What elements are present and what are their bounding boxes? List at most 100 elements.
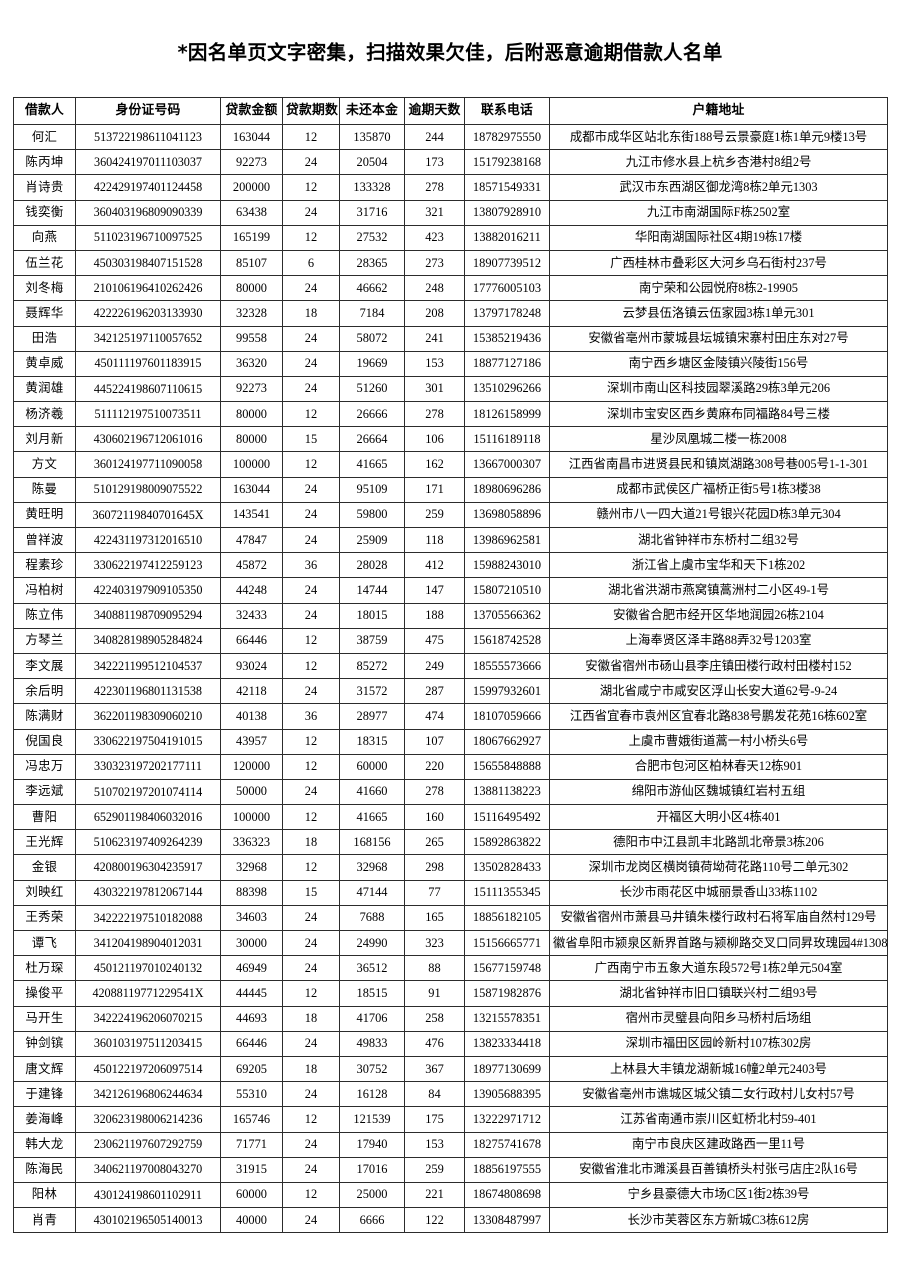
- cell-unpaid: 27532: [339, 224, 405, 251]
- table-row: 田浩 342125197110057652 99558 24 58072 241 15385…: [13, 325, 888, 352]
- table-row: 陈丙坤 360424197011103037 92273 24 20504 173 1517…: [13, 149, 888, 176]
- cell-name: 姜海峰: [13, 1106, 76, 1133]
- table-row: 钟剑镔 360103197511203415 66446 24 49833 476 1382…: [13, 1030, 888, 1057]
- cell-overdue: 367: [404, 1055, 465, 1083]
- cell-id: 340881198709095294: [75, 602, 221, 629]
- cell-unpaid: 25909: [339, 526, 405, 554]
- cell-periods: 12: [282, 980, 340, 1007]
- cell-address: 浙江省上虞市宝华和天下1栋202: [549, 552, 888, 579]
- cell-name: 黄旺明: [13, 501, 76, 529]
- cell-unpaid: 58072: [339, 325, 405, 352]
- cell-amount: 63438: [220, 199, 283, 226]
- cell-overdue: 278: [404, 401, 465, 428]
- cell-name: 何汇: [13, 123, 76, 151]
- cell-amount: 80000: [220, 401, 283, 428]
- cell-id: 450122197206097514: [75, 1055, 221, 1083]
- cell-overdue: 278: [404, 174, 465, 201]
- cell-periods: 24: [282, 929, 340, 957]
- cell-unpaid: 95109: [339, 476, 405, 503]
- column-header-address: 户籍地址: [549, 97, 888, 125]
- cell-phone: 15111355345: [464, 879, 550, 906]
- cell-phone: 13881138223: [464, 778, 550, 806]
- cell-amount: 80000: [220, 426, 283, 453]
- cell-amount: 44693: [220, 1005, 283, 1032]
- cell-address: 九江市南湖国际F栋2502室: [549, 199, 888, 226]
- cell-address: 江西省宜春市袁州区宜春北路838号鹏发花苑16栋602室: [549, 703, 888, 730]
- cell-phone: 13215578351: [464, 1005, 550, 1032]
- table-row: 姜海峰 320623198006214236 165746 12 121539 175 13…: [13, 1106, 888, 1133]
- cell-periods: 24: [282, 501, 340, 529]
- table-row: 冯忠万 330323197202177111 120000 12 60000 220 156…: [13, 753, 888, 780]
- cell-amount: 92273: [220, 375, 283, 403]
- cell-overdue: 122: [404, 1207, 465, 1234]
- cell-overdue: 153: [404, 350, 465, 377]
- table-row: 刘映红 430322197812067144 88398 15 47144 77 15111…: [13, 879, 888, 906]
- cell-overdue: 423: [404, 224, 465, 251]
- cell-unpaid: 26664: [339, 426, 405, 453]
- cell-amount: 71771: [220, 1131, 283, 1158]
- cell-address: 徽省阜阳市颍泉区新界首路与颍柳路交叉口同昇玫瑰园4#1308: [549, 929, 888, 957]
- table-row: 李文展 342221199512104537 93024 12 85272 249 1855…: [13, 652, 888, 680]
- cell-amount: 44445: [220, 980, 283, 1007]
- table-row: 杨济羲 511112197510073511 80000 12 26666 278 1812…: [13, 401, 888, 428]
- cell-id: 510129198009075522: [75, 476, 221, 503]
- cell-id: 330323197202177111: [75, 753, 221, 780]
- cell-name: 金银: [13, 854, 76, 881]
- cell-amount: 32328: [220, 300, 283, 327]
- cell-phone: 13823334418: [464, 1030, 550, 1057]
- cell-address: 合肥市包河区柏林春天12栋901: [549, 753, 888, 780]
- cell-unpaid: 41706: [339, 1005, 405, 1032]
- cell-address: 星沙凤凰城二楼一栋2008: [549, 426, 888, 453]
- cell-id: 420800196304235917: [75, 854, 221, 881]
- cell-id: 320623198006214236: [75, 1106, 221, 1133]
- cell-id: 445224198607110615: [75, 375, 221, 403]
- cell-periods: 24: [282, 1131, 340, 1158]
- cell-amount: 43957: [220, 728, 283, 755]
- column-header-amount: 贷款金额: [220, 97, 283, 125]
- cell-overdue: 244: [404, 123, 465, 151]
- cell-name: 唐文辉: [13, 1055, 76, 1083]
- cell-name: 杨济羲: [13, 401, 76, 428]
- cell-overdue: 298: [404, 854, 465, 881]
- cell-unpaid: 47144: [339, 879, 405, 906]
- table-row: 程素珍 330622197412259123 45872 36 28028 412 1598…: [13, 552, 888, 579]
- cell-id: 510702197201074114: [75, 778, 221, 806]
- cell-periods: 12: [282, 728, 340, 755]
- cell-address: 深圳市龙岗区横岗镇荷坳荷花路110号二单元302: [549, 854, 888, 881]
- cell-overdue: 221: [404, 1181, 465, 1209]
- overdue-borrower-table: 借款人 身份证号码 贷款金额 贷款期数 未还本金 逾期天数 联系电话 户籍地址 …: [13, 97, 888, 1234]
- cell-unpaid: 30752: [339, 1055, 405, 1083]
- cell-address: 湖北省钟祥市旧口镇联兴村二组93号: [549, 980, 888, 1007]
- cell-name: 黄卓威: [13, 350, 76, 377]
- table-row: 何汇 513722198611041123 163044 12 135870 244 187…: [13, 123, 888, 151]
- page-title: *因名单页文字密集，扫描效果欠佳，后附恶意逾期借款人名单: [177, 41, 723, 64]
- cell-amount: 32968: [220, 854, 283, 881]
- table-row: 刘月新 430602196712061016 80000 15 26664 106 1511…: [13, 426, 888, 453]
- cell-overdue: 84: [404, 1081, 465, 1108]
- cell-id: 450303198407151528: [75, 249, 221, 277]
- cell-periods: 24: [282, 476, 340, 503]
- cell-id: 360124197711090058: [75, 451, 221, 478]
- table-row: 曾祥波 422431197312016510 47847 24 25909 118 1398…: [13, 526, 888, 554]
- cell-overdue: 476: [404, 1030, 465, 1057]
- cell-id: 422431197312016510: [75, 526, 221, 554]
- cell-periods: 12: [282, 451, 340, 478]
- column-header-name: 借款人: [13, 97, 76, 125]
- cell-unpaid: 6666: [339, 1207, 405, 1234]
- cell-periods: 24: [282, 577, 340, 604]
- table-row: 陈立伟 340881198709095294 32433 24 18015 188 1370…: [13, 602, 888, 629]
- cell-amount: 85107: [220, 249, 283, 277]
- cell-overdue: 88: [404, 955, 465, 982]
- cell-amount: 100000: [220, 804, 283, 831]
- cell-unpaid: 24990: [339, 929, 405, 957]
- cell-id: 330622197412259123: [75, 552, 221, 579]
- cell-phone: 18275741678: [464, 1131, 550, 1158]
- table-row: 刘冬梅 210106196410262426 80000 24 46662 248 1777…: [13, 275, 888, 302]
- cell-address: 安徽省宿州市砀山县李庄镇田楼行政村田楼村152: [549, 652, 888, 680]
- cell-address: 上林县大丰镇龙湖新城16幢2单元2403号: [549, 1055, 888, 1083]
- cell-address: 广西桂林市叠彩区大河乡乌石街村237号: [549, 249, 888, 277]
- cell-id: 510623197409264239: [75, 829, 221, 856]
- cell-amount: 40138: [220, 703, 283, 730]
- cell-id: 36072119840701645X: [75, 501, 221, 529]
- cell-id: 430124198601102911: [75, 1181, 221, 1209]
